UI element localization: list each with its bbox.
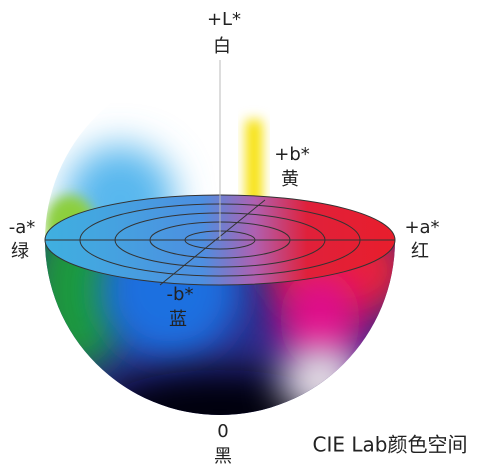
- axis-name: 红: [411, 241, 429, 262]
- magenta-blob: [280, 270, 360, 370]
- b-axis: [159, 199, 266, 286]
- light-blob: [280, 345, 360, 415]
- caption: CIE Lab颜色空间: [313, 433, 468, 457]
- axis-name: 绿: [11, 241, 29, 262]
- axis-label: +a*: [404, 217, 439, 238]
- axis-label: +b*: [274, 144, 310, 165]
- axis-name: 白: [213, 36, 231, 57]
- axis-label: 0: [217, 421, 228, 442]
- axis-name: 黄: [281, 169, 299, 190]
- black-blob: [100, 370, 340, 415]
- axis-label: -a*: [9, 217, 36, 238]
- axis-label: +L*: [207, 9, 241, 30]
- axis-name: 黑: [214, 446, 232, 467]
- axis-name: 蓝: [169, 309, 187, 330]
- axis-label: -b*: [167, 284, 194, 305]
